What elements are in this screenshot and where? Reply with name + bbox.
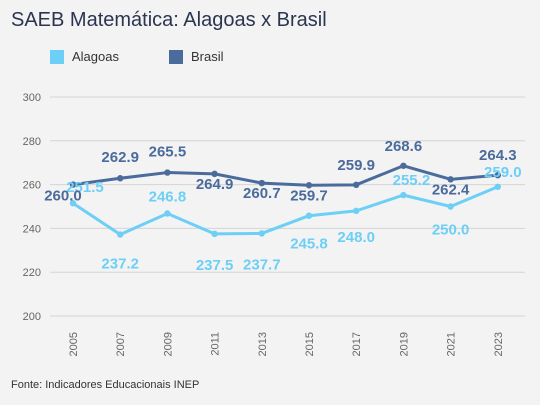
data-label-brasil-2013: 260.7	[243, 185, 281, 202]
data-label-alagoas-2013: 237.7	[243, 256, 281, 273]
x-tick-label-2021: 2021	[446, 332, 458, 356]
point-brasil-2023	[494, 171, 501, 179]
data-label-alagoas-2021: 250.0	[432, 222, 470, 239]
x-tick-label-2009: 2009	[162, 332, 174, 356]
point-brasil-2011	[211, 170, 218, 178]
legend-item-brasil[interactable]: Brasil	[168, 49, 224, 64]
x-tick-label-2017: 2017	[351, 332, 363, 356]
point-brasil-2021	[447, 176, 454, 183]
point-alagoas-2019	[400, 191, 407, 199]
source-note: Fonte: Indicadores Educacionais INEP	[11, 379, 200, 391]
data-label-brasil-2019: 268.6	[385, 138, 423, 155]
point-alagoas-2007	[117, 231, 124, 238]
point-alagoas-2015	[305, 212, 313, 219]
point-alagoas-2021	[447, 203, 454, 210]
data-label-brasil-2017: 259.9	[337, 157, 375, 174]
legend-label-brasil: Brasil	[190, 49, 224, 64]
legend-swatch-alagoas	[50, 49, 64, 64]
series-line-brasil	[71, 164, 500, 187]
chart-title: SAEB Matemática: Alagoas x Brasil	[11, 9, 327, 31]
y-tick-label-300: 300	[23, 92, 41, 104]
point-brasil-2005	[69, 181, 77, 188]
data-label-alagoas-2005: 251.5	[66, 179, 104, 196]
y-tick-label-220: 220	[23, 267, 41, 279]
data-label-brasil-2023: 264.3	[479, 147, 517, 164]
data-label-alagoas-2017: 248.0	[337, 229, 375, 246]
data-label-brasil-2015: 259.7	[290, 187, 328, 204]
point-brasil-2009	[164, 169, 171, 176]
data-label-alagoas-2011: 237.5	[196, 257, 234, 274]
x-tick-label-2007: 2007	[115, 332, 127, 356]
point-alagoas-2017	[353, 207, 360, 215]
data-label-brasil-2011: 264.9	[196, 176, 234, 193]
data-label-brasil-2005: 260.0	[44, 188, 82, 205]
point-alagoas-2023	[494, 183, 501, 190]
y-tick-label-240: 240	[23, 223, 41, 235]
data-label-alagoas-2009: 246.8	[149, 189, 187, 206]
legend-item-alagoas[interactable]: Alagoas	[50, 49, 119, 64]
data-label-brasil-2021: 262.4	[432, 181, 470, 198]
point-brasil-2019	[400, 162, 407, 169]
series-line-alagoas	[71, 185, 500, 237]
x-tick-label-2023: 2023	[493, 332, 505, 356]
point-brasil-2007	[117, 175, 124, 182]
point-brasil-2013	[258, 179, 265, 187]
data-label-brasil-2009: 265.5	[149, 144, 187, 161]
legend: Alagoas Brasil	[50, 49, 224, 64]
point-alagoas-2009	[164, 210, 171, 217]
point-brasil-2017	[353, 181, 360, 189]
point-brasil-2015	[305, 182, 313, 189]
point-alagoas-2005	[69, 200, 77, 207]
x-tick-label-2015: 2015	[304, 332, 316, 356]
legend-label-alagoas: Alagoas	[72, 49, 119, 64]
x-tick-label-2011: 2011	[210, 332, 222, 356]
y-tick-label-200: 200	[23, 311, 41, 323]
point-alagoas-2011	[211, 230, 218, 238]
data-label-alagoas-2007: 237.2	[101, 256, 139, 273]
data-label-alagoas-2023: 259.0	[484, 164, 522, 181]
legend-swatch-brasil	[168, 49, 183, 64]
data-label-alagoas-2015: 245.8	[290, 236, 328, 253]
y-tick-label-260: 260	[23, 180, 41, 192]
data-label-brasil-2007: 262.9	[101, 149, 139, 166]
data-label-alagoas-2019: 255.2	[393, 172, 431, 189]
y-tick-label-280: 280	[23, 136, 41, 148]
point-alagoas-2013	[258, 230, 265, 237]
x-tick-label-2005: 2005	[68, 332, 80, 356]
x-tick-label-2019: 2019	[398, 332, 410, 356]
x-tick-label-2013: 2013	[257, 332, 269, 356]
